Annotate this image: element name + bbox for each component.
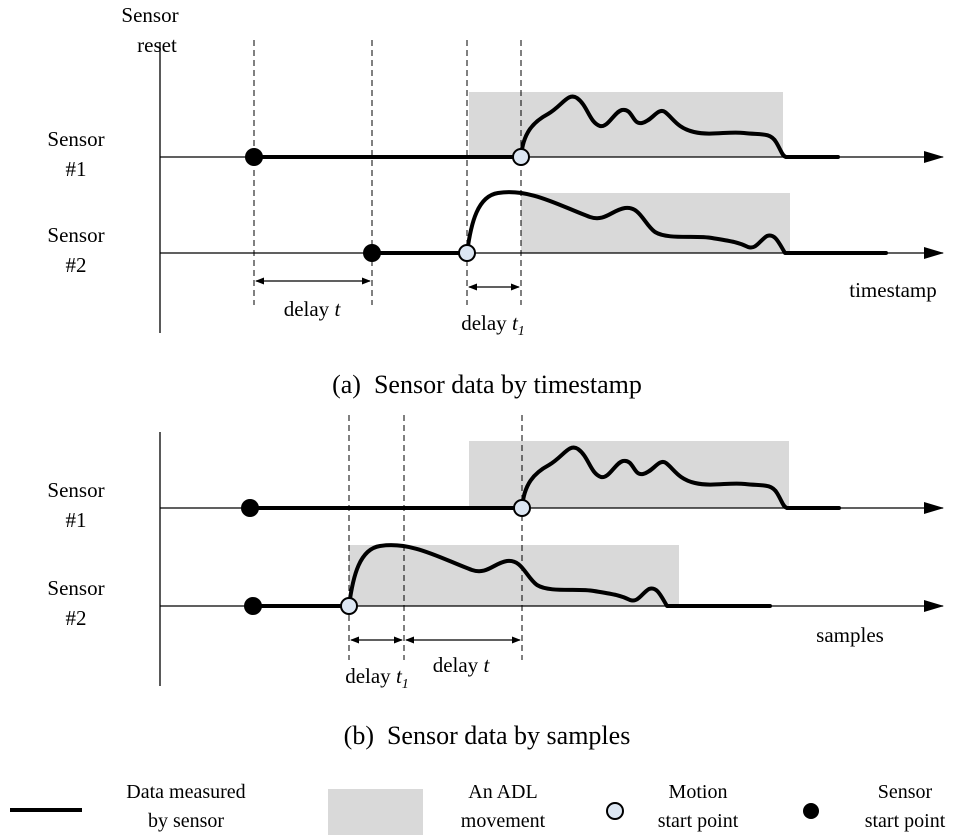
legend-adl-swatch	[328, 789, 423, 835]
legend: Data measured by sensor An ADL movement …	[10, 781, 946, 835]
motion-start-point-b-sensor2	[341, 598, 357, 614]
delay-t-label-b: delay t	[433, 653, 491, 677]
sensor1-number-b: #1	[66, 508, 87, 532]
y-axis-title-a: Sensor	[121, 3, 178, 27]
legend-data-label-line2: by sensor	[148, 810, 224, 832]
sensor-start-point-a-sensor2	[363, 244, 381, 262]
sensor-start-point-b-sensor1	[241, 499, 259, 517]
y-axis-subtitle-a: reset	[137, 33, 177, 57]
legend-data-label-line1: Data measured	[126, 781, 245, 803]
sensor2-number-b: #2	[66, 606, 87, 630]
sensor-start-point-b-sensor2	[244, 597, 262, 615]
x-axis-label-b: samples	[816, 623, 884, 647]
legend-motion-label-line1: Motion	[669, 781, 728, 803]
adl-box-b-sensor2	[349, 545, 679, 606]
caption-b: (b) Sensor data by samples	[344, 721, 631, 750]
legend-sensor-label-line2: start point	[865, 810, 946, 832]
legend-adl-label-line1: An ADL	[468, 781, 537, 803]
sensor1-label-b: Sensor	[47, 478, 104, 502]
motion-start-point-b-sensor1	[514, 500, 530, 516]
x-axis-label-a: timestamp	[849, 278, 937, 302]
sensor-start-point-a-sensor1	[245, 148, 263, 166]
sensor2-label-a: Sensor	[47, 223, 104, 247]
legend-adl-label-line2: movement	[461, 810, 546, 832]
panel-b: Sensor #1 Sensor #2 samples delay t1 del…	[47, 415, 943, 750]
adl-box-a-sensor2	[521, 193, 790, 253]
motion-start-point-a-sensor1	[513, 149, 529, 165]
sensor2-number-a: #2	[66, 253, 87, 277]
sensor1-label-a: Sensor	[47, 127, 104, 151]
legend-sensor-label-line1: Sensor	[878, 781, 933, 803]
caption-a: (a) Sensor data by timestamp	[332, 370, 642, 399]
motion-start-point-a-sensor2	[459, 245, 475, 261]
legend-motion-start-icon	[607, 803, 623, 819]
adl-box-b-sensor1	[469, 441, 789, 508]
legend-sensor-start-icon	[803, 803, 819, 819]
delay-t1-label-b: delay t1	[345, 664, 409, 692]
sensor2-label-b: Sensor	[47, 576, 104, 600]
adl-box-a-sensor1	[469, 92, 783, 157]
panel-a: Sensor reset Sensor #1 Sensor #2 timesta…	[47, 3, 943, 399]
sensor1-number-a: #1	[66, 157, 87, 181]
delay-t1-label-a: delay t1	[461, 311, 525, 339]
legend-motion-label-line2: start point	[658, 810, 739, 832]
delay-t-label-a: delay t	[284, 297, 342, 321]
